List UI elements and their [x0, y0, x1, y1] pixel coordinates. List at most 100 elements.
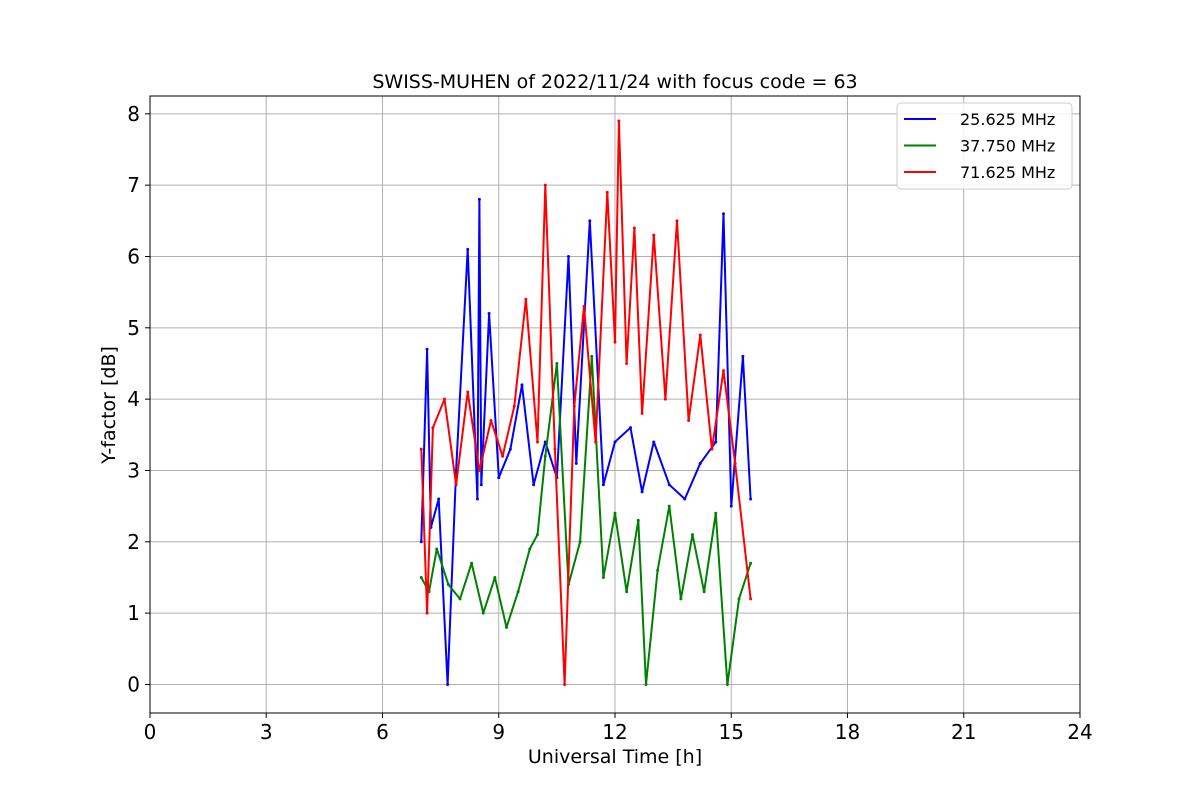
series-3-point: [536, 440, 539, 444]
series-1-point: [601, 483, 605, 487]
series-2-point: [555, 361, 559, 365]
series-3-point: [617, 119, 621, 123]
series-1-point: [698, 461, 702, 465]
series-3-point: [632, 226, 636, 230]
y-tick-label: 5: [127, 316, 140, 340]
series-2-point: [656, 568, 660, 572]
series-1-point: [629, 426, 632, 430]
series-1-point: [722, 212, 725, 216]
series-2-point: [613, 511, 617, 515]
series-2-point: [737, 597, 741, 601]
series-2-point: [528, 547, 532, 551]
y-tick-label: 8: [127, 102, 140, 126]
series-3-point: [512, 404, 516, 408]
series-3-point: [501, 454, 505, 458]
series-2-point: [505, 625, 508, 629]
legend-box: [896, 102, 1073, 190]
series-2-point: [702, 590, 706, 594]
series-2-point: [435, 547, 439, 551]
series-2-point: [481, 611, 485, 615]
series-3-point: [425, 611, 429, 615]
series-2-point: [601, 575, 605, 579]
chart-title: SWISS-MUHEN of 2022/11/24 with focus cod…: [372, 71, 857, 93]
series-2-point: [691, 533, 694, 537]
legend: 25.625 MHz 37.750 MHz 71.625 MHz: [896, 102, 1073, 190]
series-2-point: [578, 540, 582, 544]
y-tick-label: 7: [127, 173, 140, 197]
series-1-point: [520, 383, 524, 387]
series-3-point: [466, 390, 470, 394]
series-3-point: [675, 219, 679, 223]
series-3-point: [572, 404, 576, 408]
series-3-point: [431, 426, 435, 430]
x-tick-label: 12: [602, 720, 627, 744]
y-tick-label: 2: [127, 530, 140, 554]
series-2-point: [636, 518, 640, 522]
series-2-point: [493, 575, 497, 579]
legend-label-3: 71.625 MHz: [960, 163, 1055, 182]
series-3-point: [640, 411, 644, 415]
series-3-point: [454, 483, 458, 487]
series-2-point: [625, 590, 629, 594]
y-axis-ticks: 0 1 2 3 4 5 6 7 8: [127, 102, 150, 696]
series-2-point: [543, 454, 547, 458]
series-3-point: [749, 597, 753, 601]
series-1-point: [683, 497, 687, 501]
series-3-point: [605, 190, 609, 194]
series-1-point: [446, 682, 450, 686]
x-tick-label: 18: [835, 720, 860, 744]
series-1-point: [437, 497, 441, 501]
series-2-point: [679, 597, 683, 601]
y-tick-label: 3: [127, 458, 140, 482]
series-3-point: [613, 340, 617, 344]
series-1-point: [714, 440, 718, 444]
series-3-point: [687, 419, 691, 423]
series-2-point: [446, 583, 450, 587]
series-1-point: [667, 483, 671, 487]
series-1-point: [466, 247, 470, 251]
series-1-point: [475, 497, 479, 501]
series-3-point: [698, 333, 702, 337]
series-2-point: [536, 533, 539, 537]
series-2-point: [590, 354, 594, 358]
series-2-point: [644, 682, 648, 686]
series-1-point: [477, 197, 481, 201]
series-1-point: [729, 504, 733, 508]
series-3-point: [419, 447, 423, 451]
series-2-point: [516, 590, 520, 594]
series-3-point: [663, 397, 667, 401]
series-1-point: [479, 483, 483, 487]
series-3-point: [443, 397, 446, 401]
series-3-point: [652, 233, 656, 237]
series-1-point: [497, 476, 501, 480]
series-3-point: [477, 468, 481, 472]
series-1-point: [652, 440, 656, 444]
x-axis-label: Universal Time [h]: [528, 746, 702, 768]
series-2-point: [419, 575, 423, 579]
series-2-point: [749, 561, 753, 565]
series-3-point: [722, 369, 725, 373]
y-axis-label: Y-factor [dB]: [98, 346, 120, 465]
x-tick-label: 3: [260, 720, 273, 744]
series-1-point: [508, 447, 512, 451]
x-tick-label: 24: [1067, 720, 1092, 744]
series-1-point: [640, 490, 644, 494]
series-3-point: [553, 447, 557, 451]
series-2-point: [725, 682, 729, 686]
series-2-point: [714, 511, 718, 515]
series-1-point: [741, 354, 745, 358]
series-1-point: [613, 440, 617, 444]
series-2-point: [470, 561, 474, 565]
series-1-point: [574, 461, 578, 465]
series-3-point: [710, 447, 714, 451]
y-tick-label: 6: [127, 244, 140, 268]
series-1-point: [532, 483, 536, 487]
legend-label-2: 37.750 MHz: [960, 137, 1055, 156]
y-tick-label: 1: [127, 601, 140, 625]
series-3-point: [625, 361, 629, 365]
x-tick-label: 6: [376, 720, 389, 744]
series-1-point: [425, 347, 429, 351]
series-3-point: [594, 440, 598, 444]
series-3-point: [524, 297, 528, 301]
